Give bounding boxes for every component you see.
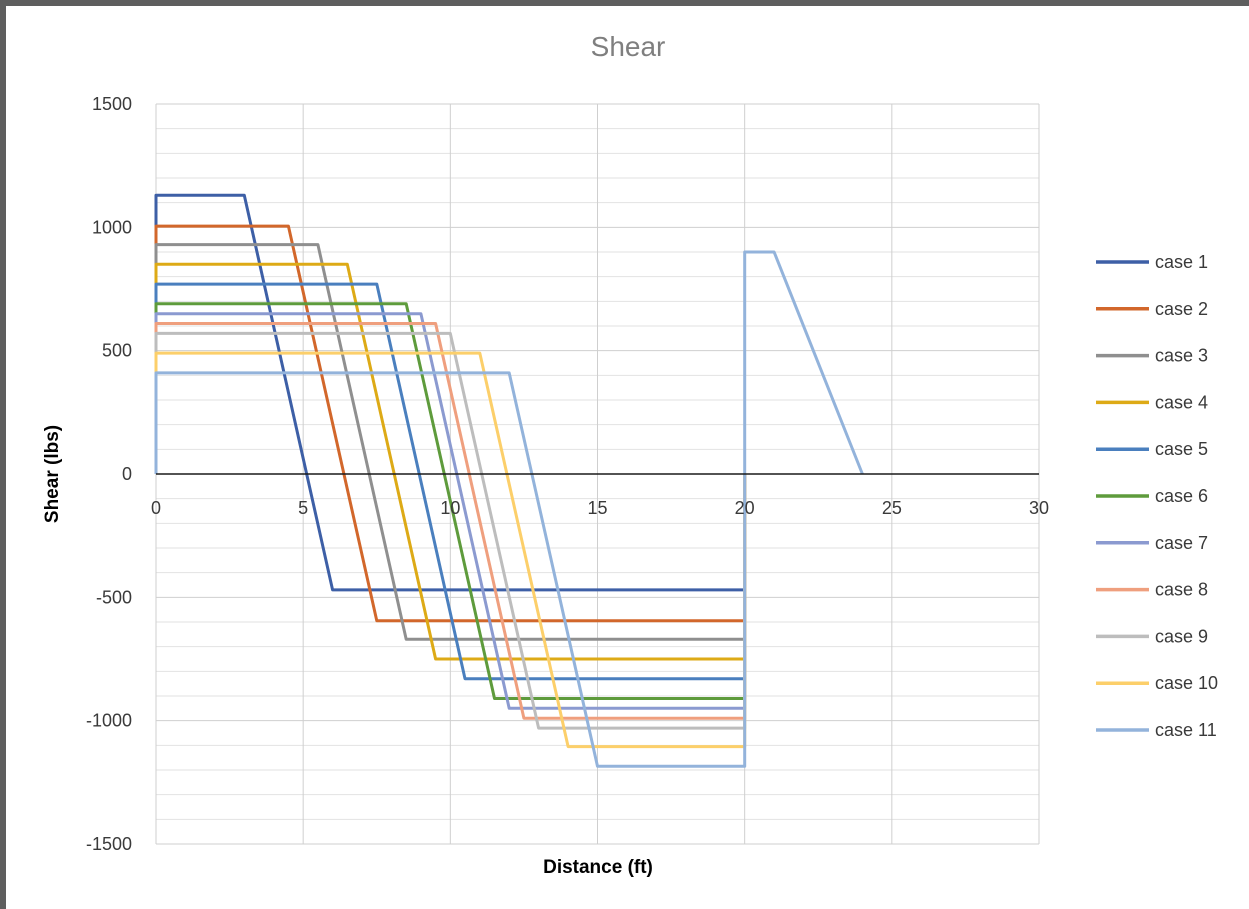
legend-label-case-8: case 8 bbox=[1155, 580, 1208, 600]
legend-label-case-3: case 3 bbox=[1155, 346, 1208, 366]
legend: case 1 case 2 case 3 case 4 case 5 case 6 case… bbox=[1096, 252, 1218, 740]
y-tick-label: 500 bbox=[102, 341, 132, 361]
y-tick-label: -1000 bbox=[86, 711, 132, 731]
grid bbox=[155, 103, 1040, 845]
legend-label-case-11: case 11 bbox=[1155, 720, 1217, 740]
x-tick-label: 20 bbox=[735, 498, 755, 518]
series-line-case-11 bbox=[154, 250, 864, 768]
y-tick-label: -500 bbox=[96, 587, 132, 607]
legend-label-case-10: case 10 bbox=[1155, 673, 1218, 693]
x-tick-label: 30 bbox=[1029, 498, 1049, 518]
legend-label-case-4: case 4 bbox=[1155, 392, 1208, 412]
x-axis-title: Distance (ft) bbox=[543, 857, 653, 878]
x-tick-label: 0 bbox=[151, 498, 161, 518]
legend-label-case-5: case 5 bbox=[1155, 439, 1208, 459]
legend-label-case-7: case 7 bbox=[1155, 533, 1208, 553]
y-axis-title: Shear (lbs) bbox=[42, 425, 63, 523]
y-tick-label: -1500 bbox=[86, 834, 132, 854]
shear-chart: Shear 0 5 10 15 20 25 30 1500 1000 500 0 -500 -1000 -… bbox=[42, 31, 1218, 878]
tick-labels: 0 5 10 15 20 25 30 1500 1000 500 0 -500 -1000 -1500 bbox=[86, 94, 1049, 854]
legend-label-case-6: case 6 bbox=[1155, 486, 1208, 506]
y-tick-label: 1000 bbox=[92, 217, 132, 237]
x-tick-label: 5 bbox=[298, 498, 308, 518]
chart-title: Shear bbox=[591, 31, 666, 62]
legend-label-case-9: case 9 bbox=[1155, 626, 1208, 646]
x-tick-label: 10 bbox=[440, 498, 460, 518]
x-tick-label: 15 bbox=[587, 498, 607, 518]
y-tick-label: 1500 bbox=[92, 94, 132, 114]
legend-label-case-1: case 1 bbox=[1155, 252, 1208, 272]
legend-label-case-2: case 2 bbox=[1155, 299, 1208, 319]
series-lines bbox=[154, 193, 864, 768]
x-tick-label: 25 bbox=[882, 498, 902, 518]
chart-frame: Shear 0 5 10 15 20 25 30 1500 1000 500 0 -500 -1000 -… bbox=[6, 6, 1249, 909]
y-tick-label: 0 bbox=[122, 464, 132, 484]
